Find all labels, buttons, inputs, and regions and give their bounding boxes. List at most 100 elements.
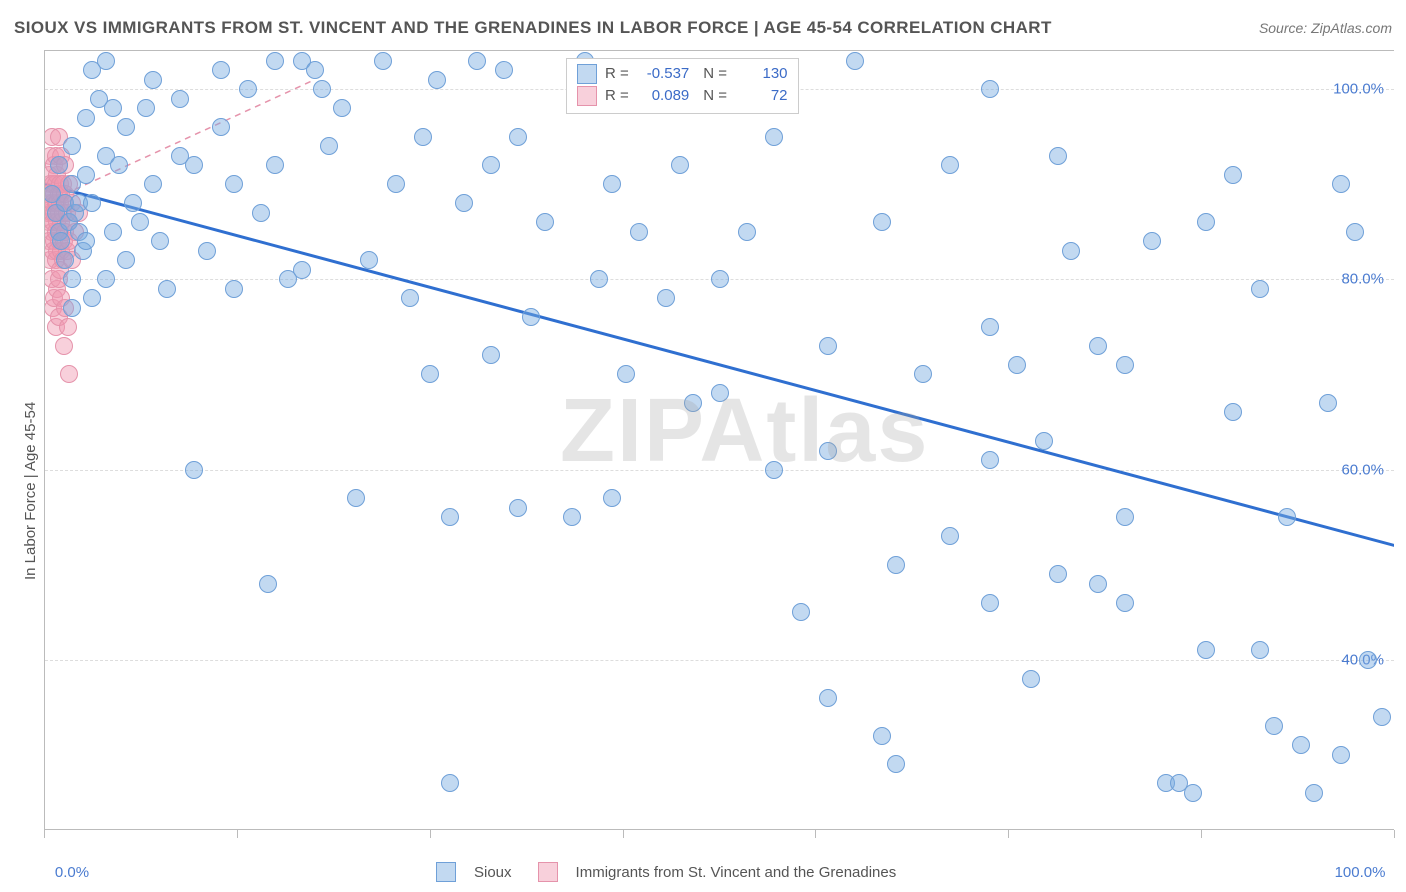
legend-row-immigrants: R = 0.089 N = 72: [577, 85, 788, 107]
data-point-sioux: [1197, 641, 1215, 659]
trend-lines: [45, 51, 1394, 830]
data-point-sioux: [819, 337, 837, 355]
data-point-sioux: [441, 774, 459, 792]
data-point-sioux: [1251, 280, 1269, 298]
chart-title: SIOUX VS IMMIGRANTS FROM ST. VINCENT AND…: [14, 18, 1052, 38]
data-point-sioux: [819, 442, 837, 460]
data-point-sioux: [97, 52, 115, 70]
data-point-sioux: [225, 175, 243, 193]
data-point-sioux: [63, 270, 81, 288]
y-axis-label: In Labor Force | Age 45-54: [22, 402, 39, 580]
source-value: ZipAtlas.com: [1311, 20, 1392, 36]
data-point-sioux: [1319, 394, 1337, 412]
data-point-sioux: [684, 394, 702, 412]
data-point-sioux: [239, 80, 257, 98]
data-point-sioux: [765, 128, 783, 146]
data-point-sioux: [887, 755, 905, 773]
x-tick: [237, 830, 238, 838]
series-legend: Sioux Immigrants from St. Vincent and th…: [436, 862, 896, 882]
data-point-immigrants: [55, 337, 73, 355]
data-point-sioux: [117, 251, 135, 269]
data-point-sioux: [212, 61, 230, 79]
data-point-sioux: [1373, 708, 1391, 726]
data-point-sioux: [1035, 432, 1053, 450]
data-point-sioux: [846, 52, 864, 70]
data-point-sioux: [1224, 166, 1242, 184]
scatter-plot-area: 40.0%60.0%80.0%100.0%: [44, 50, 1394, 830]
data-point-sioux: [1184, 784, 1202, 802]
trendline-sioux: [45, 184, 1394, 545]
data-point-sioux: [509, 128, 527, 146]
data-point-sioux: [603, 175, 621, 193]
data-point-sioux: [873, 213, 891, 231]
data-point-sioux: [1116, 594, 1134, 612]
data-point-sioux: [1359, 651, 1377, 669]
series-label-sioux: Sioux: [474, 864, 512, 881]
swatch-sioux: [577, 64, 597, 84]
data-point-sioux: [1089, 575, 1107, 593]
data-point-sioux: [1008, 356, 1026, 374]
data-point-sioux: [887, 556, 905, 574]
data-point-sioux: [1089, 337, 1107, 355]
data-point-sioux: [63, 299, 81, 317]
data-point-sioux: [313, 80, 331, 98]
data-point-sioux: [1224, 403, 1242, 421]
data-point-sioux: [1022, 670, 1040, 688]
data-point-sioux: [185, 156, 203, 174]
data-point-sioux: [151, 232, 169, 250]
x-tick: [815, 830, 816, 838]
swatch-sioux-bottom: [436, 862, 456, 882]
data-point-sioux: [97, 270, 115, 288]
x-tick: [1201, 830, 1202, 838]
data-point-sioux: [1251, 641, 1269, 659]
data-point-sioux: [110, 156, 128, 174]
data-point-sioux: [482, 156, 500, 174]
data-point-sioux: [333, 99, 351, 117]
data-point-sioux: [63, 137, 81, 155]
data-point-sioux: [792, 603, 810, 621]
x-tick: [44, 830, 45, 838]
data-point-sioux: [1292, 736, 1310, 754]
data-point-sioux: [522, 308, 540, 326]
data-point-sioux: [83, 289, 101, 307]
data-point-sioux: [77, 232, 95, 250]
data-point-sioux: [428, 71, 446, 89]
data-point-sioux: [1346, 223, 1364, 241]
data-point-sioux: [198, 242, 216, 260]
x-tick-label: 0.0%: [55, 864, 89, 881]
data-point-sioux: [819, 689, 837, 707]
data-point-sioux: [320, 137, 338, 155]
data-point-sioux: [414, 128, 432, 146]
n-label: N =: [703, 85, 727, 107]
data-point-sioux: [981, 80, 999, 98]
data-point-sioux: [158, 280, 176, 298]
x-tick: [1394, 830, 1395, 838]
data-point-sioux: [374, 52, 392, 70]
data-point-sioux: [981, 318, 999, 336]
data-point-sioux: [1332, 746, 1350, 764]
data-point-sioux: [914, 365, 932, 383]
data-point-sioux: [266, 52, 284, 70]
data-point-sioux: [124, 194, 142, 212]
y-tick-label: 100.0%: [1333, 81, 1384, 98]
source-credit: Source: ZipAtlas.com: [1259, 20, 1392, 36]
data-point-sioux: [941, 527, 959, 545]
data-point-sioux: [259, 575, 277, 593]
data-point-sioux: [401, 289, 419, 307]
data-point-sioux: [387, 175, 405, 193]
swatch-immigrants: [577, 86, 597, 106]
data-point-sioux: [657, 289, 675, 307]
data-point-sioux: [347, 489, 365, 507]
y-tick-label: 60.0%: [1341, 461, 1384, 478]
correlation-legend: R = -0.537 N = 130 R = 0.089 N = 72: [566, 58, 799, 114]
data-point-sioux: [131, 213, 149, 231]
data-point-sioux: [117, 118, 135, 136]
data-point-immigrants: [59, 318, 77, 336]
n-label: N =: [703, 63, 727, 85]
data-point-sioux: [1332, 175, 1350, 193]
gridline: [45, 470, 1394, 471]
data-point-sioux: [455, 194, 473, 212]
data-point-sioux: [252, 204, 270, 222]
data-point-sioux: [509, 499, 527, 517]
data-point-sioux: [104, 99, 122, 117]
